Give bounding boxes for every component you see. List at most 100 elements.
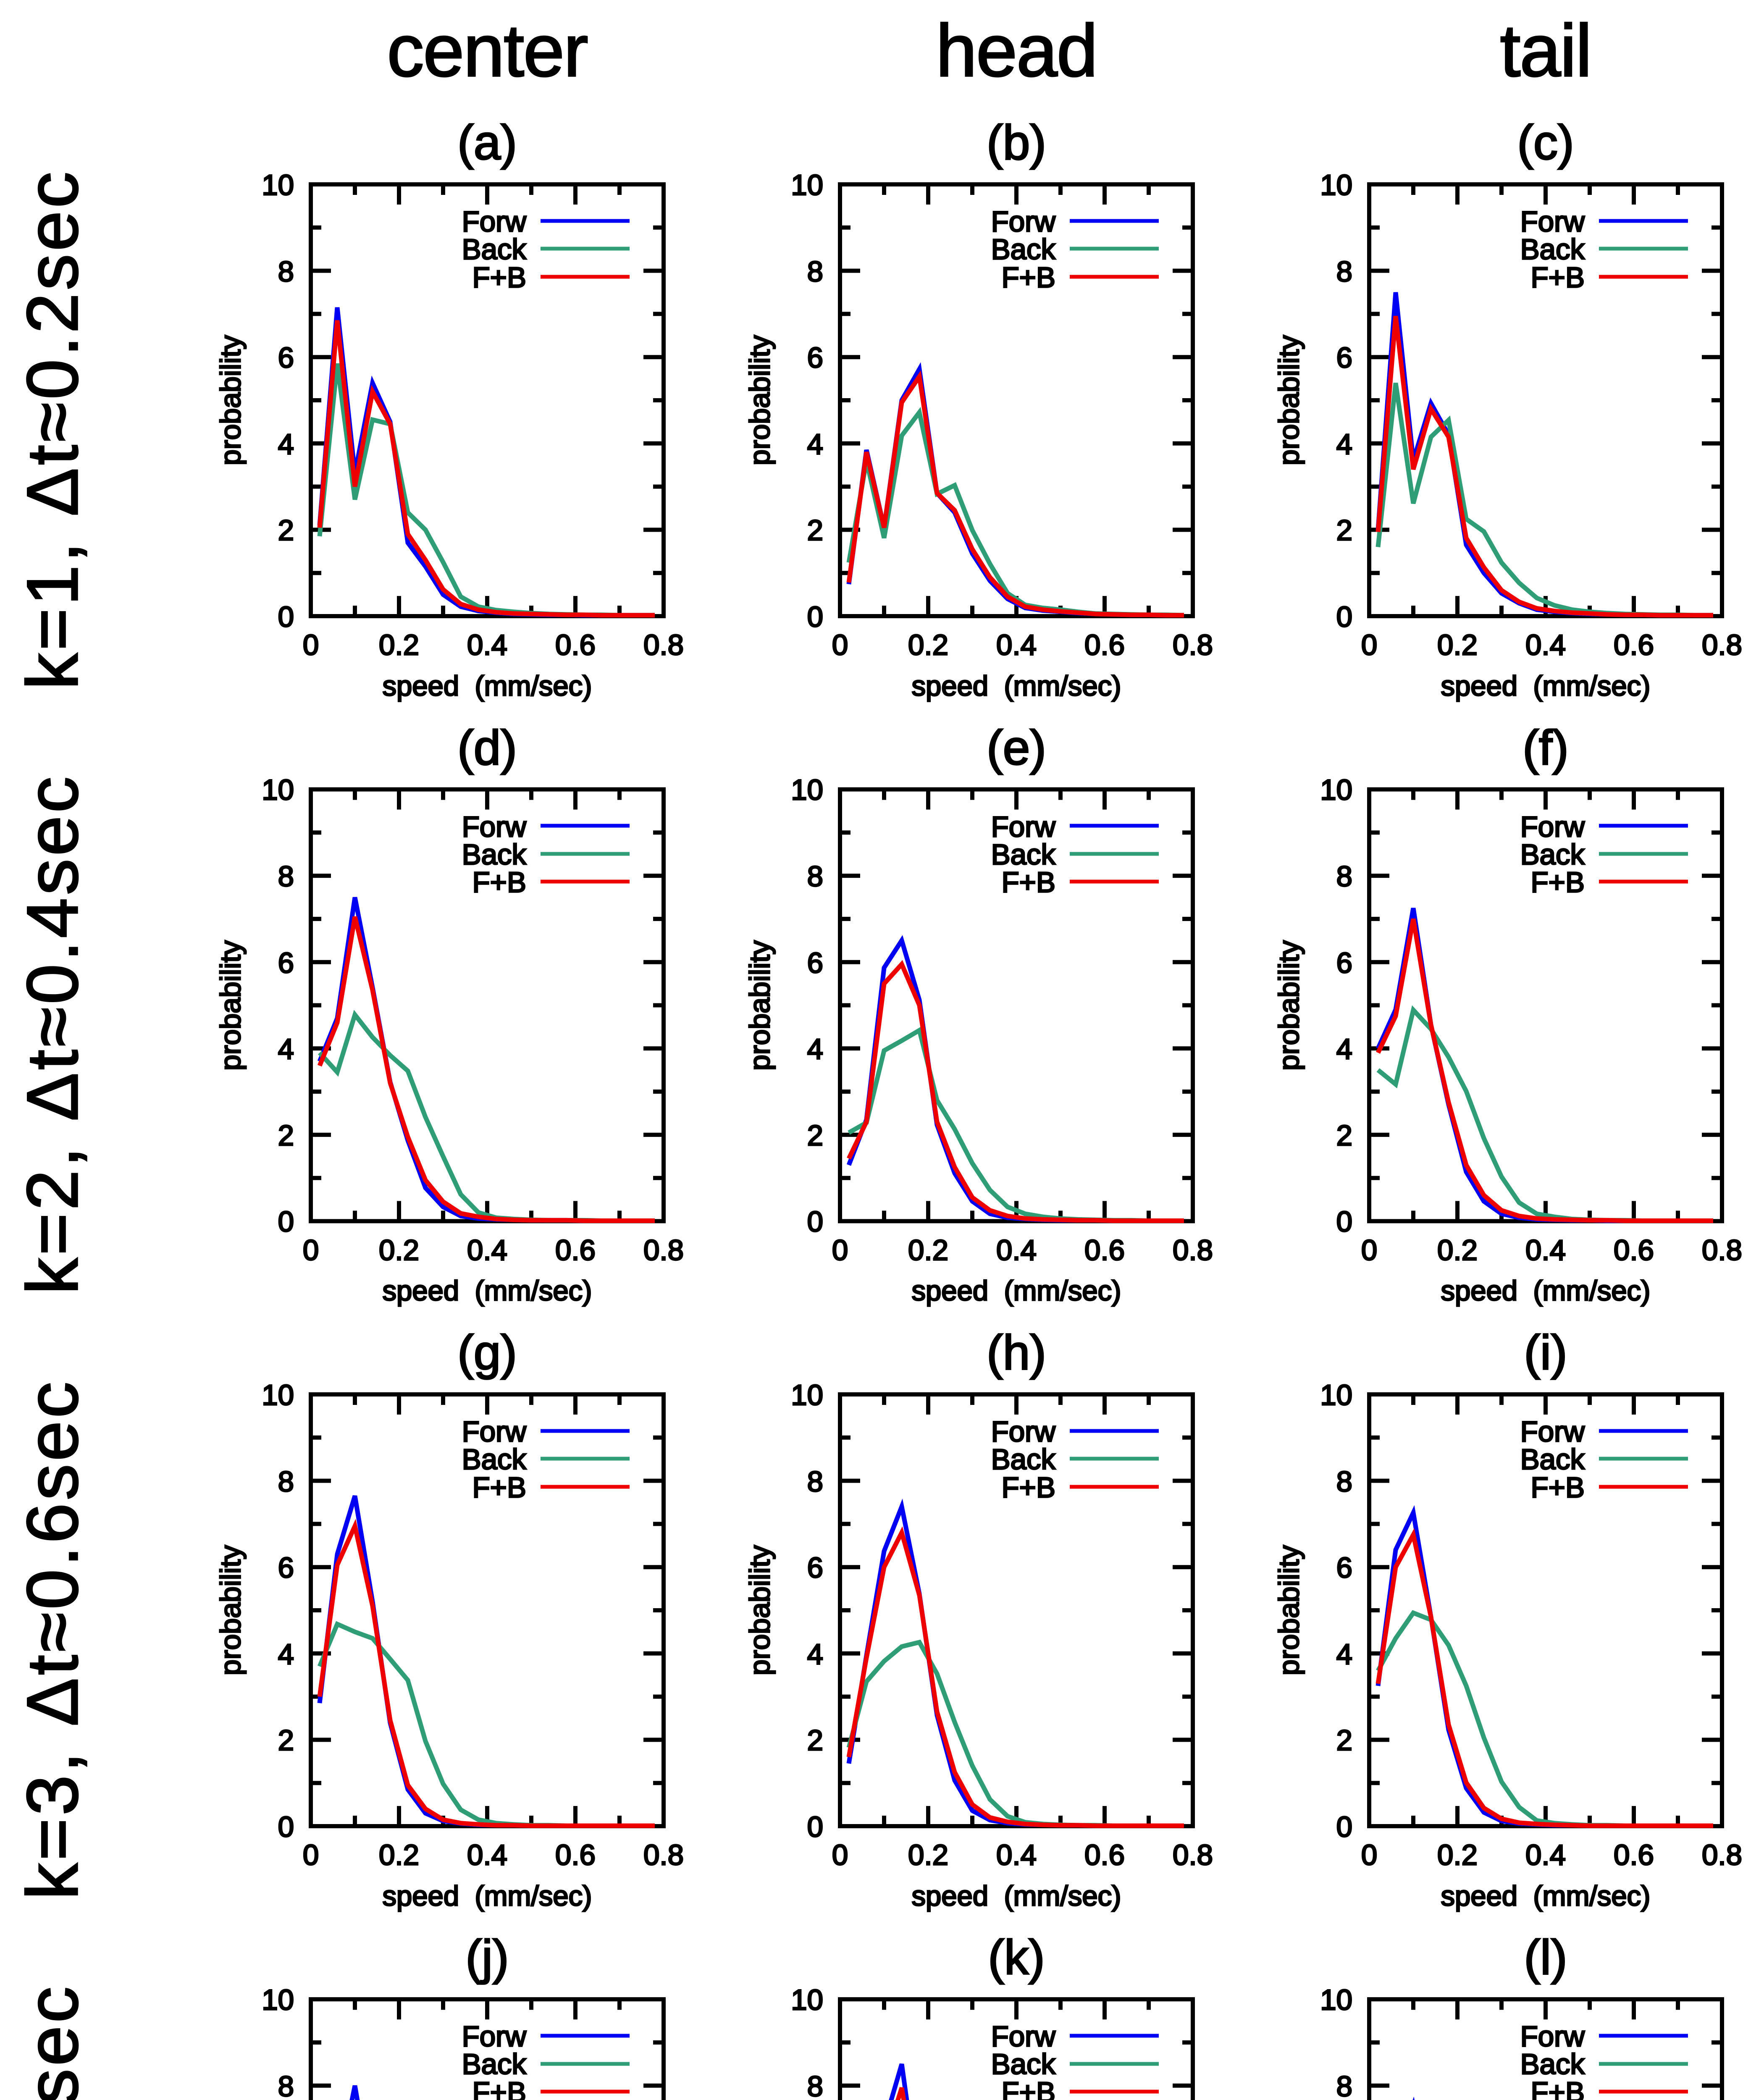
svg-text:8: 8 xyxy=(278,860,294,892)
svg-text:8: 8 xyxy=(278,255,294,288)
svg-text:Back: Back xyxy=(462,838,527,871)
svg-text:0.2: 0.2 xyxy=(1437,629,1478,661)
svg-text:probability: probability xyxy=(215,940,247,1071)
svg-text:0.4: 0.4 xyxy=(467,1234,507,1266)
svg-text:F+B: F+B xyxy=(1002,2076,1055,2100)
svg-text:F+B: F+B xyxy=(472,261,526,294)
svg-text:probability: probability xyxy=(744,1545,776,1675)
svg-text:speed (mm/sec): speed (mm/sec) xyxy=(1441,670,1651,702)
svg-text:0: 0 xyxy=(303,629,319,661)
svg-text:Back: Back xyxy=(991,1443,1056,1475)
svg-text:0: 0 xyxy=(807,601,823,633)
svg-text:0.6: 0.6 xyxy=(555,1839,596,1871)
svg-text:Forw: Forw xyxy=(462,811,527,843)
svg-text:0.2: 0.2 xyxy=(1437,1234,1478,1266)
svg-text:(e): (e) xyxy=(987,720,1046,775)
svg-text:8: 8 xyxy=(1336,2070,1352,2100)
svg-text:0: 0 xyxy=(832,629,848,661)
svg-text:8: 8 xyxy=(807,860,823,892)
svg-text:(f): (f) xyxy=(1522,720,1569,775)
svg-text:2: 2 xyxy=(1336,1119,1352,1152)
svg-text:2: 2 xyxy=(807,1119,823,1152)
svg-text:Back: Back xyxy=(1520,2048,1585,2080)
svg-text:probability: probability xyxy=(215,335,247,465)
svg-text:4: 4 xyxy=(1336,428,1352,460)
svg-text:speed (mm/sec): speed (mm/sec) xyxy=(912,670,1121,702)
svg-text:0.4: 0.4 xyxy=(996,1234,1037,1266)
svg-text:Back: Back xyxy=(462,1443,527,1475)
svg-text:F+B: F+B xyxy=(472,1471,526,1504)
svg-text:0: 0 xyxy=(1336,1811,1352,1843)
svg-text:(l): (l) xyxy=(1524,1930,1567,1984)
svg-text:Forw: Forw xyxy=(991,811,1056,843)
svg-text:0: 0 xyxy=(807,1205,823,1238)
svg-text:(b): (b) xyxy=(987,115,1046,170)
svg-text:0: 0 xyxy=(1361,629,1377,661)
svg-text:head: head xyxy=(936,10,1097,92)
svg-text:speed (mm/sec): speed (mm/sec) xyxy=(912,1880,1121,1912)
svg-text:2: 2 xyxy=(278,1724,294,1756)
svg-text:8: 8 xyxy=(807,255,823,288)
svg-text:8: 8 xyxy=(278,1465,294,1498)
svg-text:Forw: Forw xyxy=(1520,1415,1585,1448)
svg-text:F+B: F+B xyxy=(1002,866,1055,898)
svg-text:0.4: 0.4 xyxy=(1525,629,1566,661)
svg-text:2: 2 xyxy=(807,1724,823,1756)
svg-text:0.8: 0.8 xyxy=(1702,1839,1742,1871)
svg-text:F+B: F+B xyxy=(472,866,526,898)
svg-text:10: 10 xyxy=(791,1379,823,1411)
svg-text:4: 4 xyxy=(278,1638,294,1670)
svg-text:speed (mm/sec): speed (mm/sec) xyxy=(383,1275,592,1307)
svg-text:0: 0 xyxy=(278,601,294,633)
svg-text:k=1, Δt≈0.2sec: k=1, Δt≈0.2sec xyxy=(12,169,93,690)
svg-text:speed (mm/sec): speed (mm/sec) xyxy=(1441,1880,1651,1912)
svg-text:0.4: 0.4 xyxy=(467,629,507,661)
svg-text:Back: Back xyxy=(462,233,527,265)
svg-text:0.6: 0.6 xyxy=(1084,629,1125,661)
svg-text:0: 0 xyxy=(278,1205,294,1238)
svg-text:0.8: 0.8 xyxy=(643,629,684,661)
svg-text:F+B: F+B xyxy=(1531,1471,1585,1504)
svg-text:probability: probability xyxy=(744,940,776,1071)
svg-text:0: 0 xyxy=(807,1811,823,1843)
svg-text:(h): (h) xyxy=(987,1325,1046,1380)
svg-text:0.2: 0.2 xyxy=(379,629,419,661)
svg-text:speed (mm/sec): speed (mm/sec) xyxy=(912,1275,1121,1307)
svg-text:F+B: F+B xyxy=(1531,866,1585,898)
svg-text:Forw: Forw xyxy=(462,1415,527,1448)
svg-text:0.4: 0.4 xyxy=(1525,1839,1566,1871)
svg-text:Forw: Forw xyxy=(991,1415,1056,1448)
svg-text:Back: Back xyxy=(1520,838,1585,871)
svg-text:probability: probability xyxy=(215,1545,247,1675)
svg-text:8: 8 xyxy=(807,2070,823,2100)
svg-text:(j): (j) xyxy=(465,1930,509,1984)
svg-text:0: 0 xyxy=(1336,1205,1352,1238)
svg-text:probability: probability xyxy=(1273,1545,1305,1675)
svg-text:tail: tail xyxy=(1500,10,1591,92)
svg-text:center: center xyxy=(387,10,587,92)
svg-text:0.2: 0.2 xyxy=(1437,1839,1478,1871)
svg-text:4: 4 xyxy=(278,428,294,460)
svg-text:10: 10 xyxy=(262,169,294,201)
svg-text:0.6: 0.6 xyxy=(1614,629,1654,661)
svg-text:10: 10 xyxy=(262,1379,294,1411)
svg-text:10: 10 xyxy=(1320,169,1352,201)
svg-text:6: 6 xyxy=(278,1551,294,1584)
svg-text:6: 6 xyxy=(807,1551,823,1584)
svg-text:4: 4 xyxy=(807,428,823,460)
svg-text:0.2: 0.2 xyxy=(908,1839,948,1871)
svg-text:2: 2 xyxy=(278,514,294,546)
svg-text:k=3, Δt≈0.6sec: k=3, Δt≈0.6sec xyxy=(12,1379,93,1900)
svg-text:8: 8 xyxy=(807,1465,823,1498)
svg-text:4: 4 xyxy=(807,1033,823,1065)
svg-text:F+B: F+B xyxy=(1002,1471,1055,1504)
svg-text:10: 10 xyxy=(262,1984,294,2016)
svg-text:0: 0 xyxy=(303,1839,319,1871)
svg-text:0.6: 0.6 xyxy=(555,629,596,661)
svg-text:10: 10 xyxy=(1320,1379,1352,1411)
svg-text:Forw: Forw xyxy=(1520,205,1585,238)
svg-text:2: 2 xyxy=(278,1119,294,1152)
svg-text:Forw: Forw xyxy=(1520,2020,1585,2053)
svg-text:Forw: Forw xyxy=(991,205,1056,238)
svg-text:0.2: 0.2 xyxy=(908,629,948,661)
